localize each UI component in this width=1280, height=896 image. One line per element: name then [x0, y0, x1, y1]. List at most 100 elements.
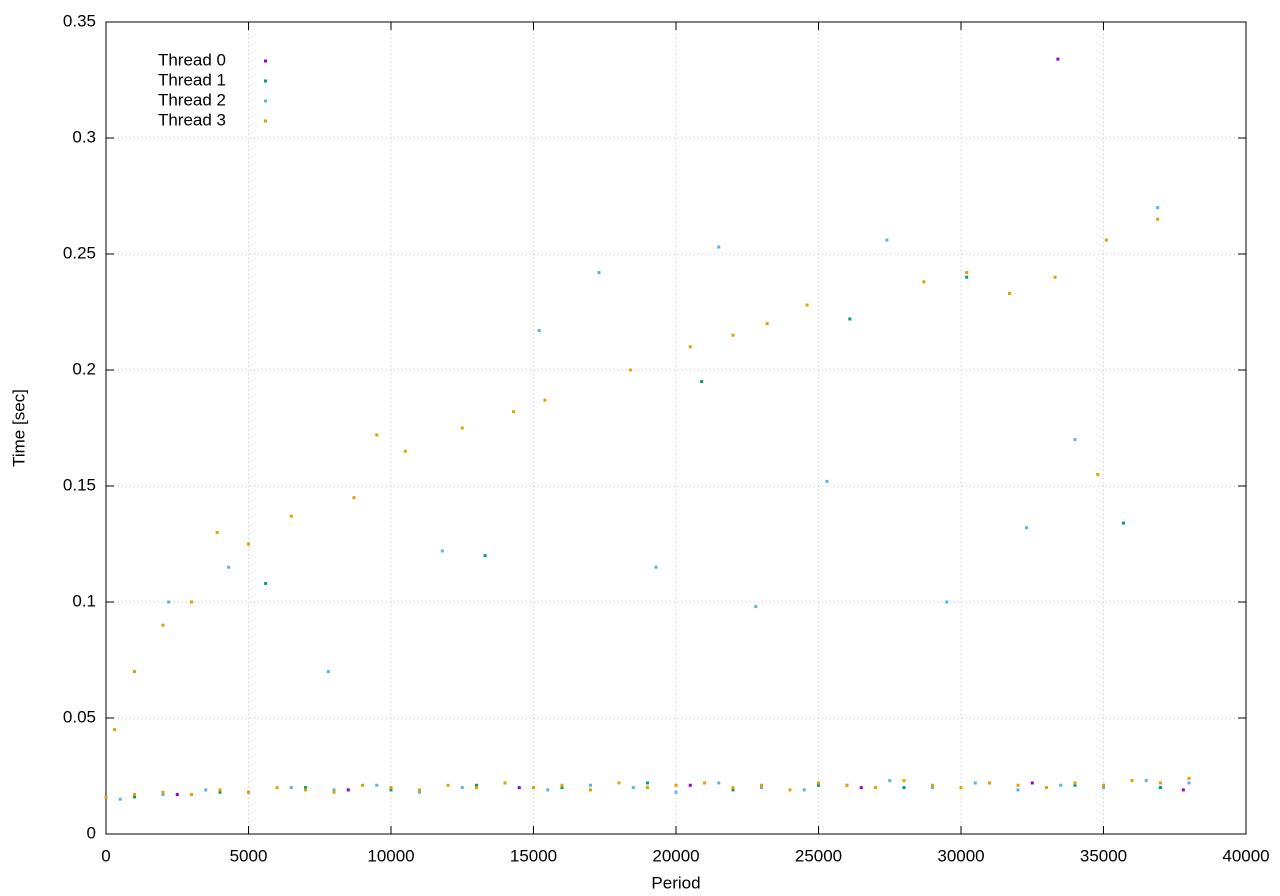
point — [161, 793, 165, 797]
point — [688, 783, 692, 787]
point — [760, 783, 763, 787]
point — [560, 783, 564, 787]
x-tick-label: 30000 — [937, 846, 984, 865]
point — [133, 795, 136, 799]
point — [167, 600, 171, 604]
point — [788, 788, 792, 792]
point — [589, 783, 592, 787]
point — [532, 786, 535, 790]
point — [597, 271, 601, 275]
point — [1102, 783, 1105, 787]
point — [1187, 776, 1191, 780]
legend-marker — [264, 119, 267, 123]
point — [352, 496, 356, 500]
point — [190, 793, 193, 797]
point — [161, 790, 165, 794]
point — [765, 322, 769, 326]
point — [1056, 57, 1060, 61]
y-tick-label: 0.3 — [72, 127, 96, 146]
point — [227, 565, 231, 569]
point — [646, 786, 649, 790]
point — [845, 783, 849, 787]
point — [1130, 779, 1134, 783]
x-tick-label: 20000 — [652, 846, 699, 865]
point — [617, 781, 621, 785]
plot-border — [105, 21, 1247, 835]
y-tick-label: 0.2 — [72, 359, 96, 378]
point — [375, 783, 379, 787]
point — [973, 781, 977, 785]
point — [717, 245, 721, 249]
point — [326, 670, 330, 674]
point — [902, 779, 906, 783]
point — [375, 433, 379, 437]
point — [931, 783, 934, 787]
point — [1016, 783, 1020, 787]
point — [113, 728, 117, 732]
point — [817, 783, 820, 787]
point — [1096, 472, 1100, 476]
legend-label: Thread 1 — [158, 70, 226, 89]
point — [460, 786, 464, 790]
point — [560, 786, 564, 790]
point — [700, 380, 704, 384]
point — [805, 303, 809, 307]
point — [512, 410, 516, 414]
legend-marker — [264, 79, 267, 83]
point — [389, 786, 393, 790]
point — [275, 786, 279, 790]
point — [885, 238, 889, 242]
point — [446, 783, 450, 787]
y-tick-label: 0.35 — [63, 11, 96, 30]
point — [483, 554, 487, 558]
point — [133, 793, 136, 797]
point — [503, 781, 507, 785]
point — [628, 368, 632, 372]
point — [754, 605, 758, 609]
point — [475, 786, 478, 790]
point — [440, 549, 444, 553]
point — [346, 788, 350, 792]
point — [988, 781, 991, 785]
x-tick-label: 0 — [101, 846, 110, 865]
point — [760, 786, 763, 790]
point — [731, 333, 735, 337]
point — [922, 280, 926, 284]
point — [1121, 521, 1125, 525]
point — [517, 786, 521, 790]
x-axis-label: Period — [651, 873, 700, 892]
point — [389, 788, 393, 792]
point — [802, 788, 806, 792]
point — [361, 783, 364, 787]
point — [1053, 275, 1057, 279]
x-tick-label: 15000 — [510, 846, 557, 865]
point — [902, 786, 906, 790]
point — [418, 788, 421, 792]
point — [1156, 217, 1160, 221]
point — [289, 514, 293, 518]
point — [589, 788, 592, 792]
point — [674, 790, 678, 794]
point — [945, 600, 949, 604]
point — [703, 781, 706, 785]
point — [304, 786, 307, 790]
point — [332, 790, 336, 794]
point — [859, 786, 863, 790]
y-tick-label: 0 — [87, 823, 96, 842]
point — [1073, 783, 1077, 787]
x-tick-label: 40000 — [1222, 846, 1269, 865]
point — [731, 788, 735, 792]
point — [537, 329, 541, 333]
point — [403, 449, 407, 453]
x-tick-label: 25000 — [795, 846, 842, 865]
point — [460, 426, 464, 430]
point — [654, 565, 658, 569]
point — [1156, 206, 1160, 210]
point — [475, 783, 478, 787]
point — [731, 786, 735, 790]
y-tick-label: 0.15 — [63, 475, 96, 494]
point — [931, 786, 934, 790]
point — [1045, 786, 1048, 790]
point — [332, 788, 336, 792]
